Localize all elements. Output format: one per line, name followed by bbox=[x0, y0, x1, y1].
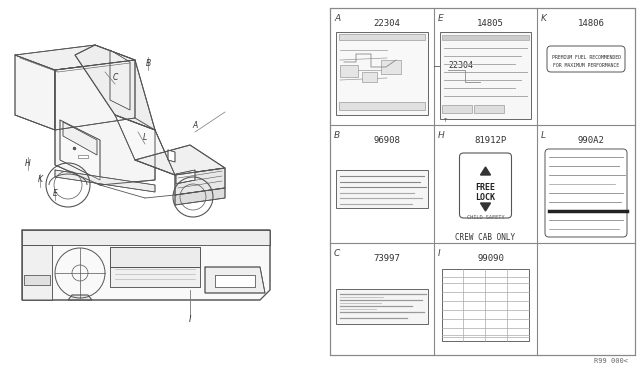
Text: R99 000<: R99 000< bbox=[594, 358, 628, 364]
Bar bbox=[440, 32, 531, 119]
Text: H: H bbox=[438, 131, 445, 140]
Text: C: C bbox=[334, 249, 340, 258]
Polygon shape bbox=[135, 145, 225, 175]
Bar bbox=[339, 102, 425, 110]
Text: LOCK: LOCK bbox=[476, 193, 495, 202]
Polygon shape bbox=[24, 275, 50, 285]
Text: E: E bbox=[438, 14, 444, 23]
Bar bbox=[474, 105, 504, 113]
Text: K: K bbox=[38, 176, 42, 185]
Bar bbox=[336, 32, 428, 115]
Bar bbox=[442, 269, 529, 341]
Bar bbox=[362, 72, 377, 82]
Bar bbox=[78, 155, 88, 158]
Text: 14806: 14806 bbox=[577, 19, 604, 28]
Bar bbox=[442, 105, 472, 113]
Text: E: E bbox=[52, 189, 58, 198]
Text: L: L bbox=[541, 131, 546, 140]
Polygon shape bbox=[176, 170, 195, 184]
Bar bbox=[336, 170, 428, 208]
Text: B: B bbox=[145, 58, 150, 67]
Polygon shape bbox=[60, 120, 100, 180]
FancyBboxPatch shape bbox=[460, 153, 511, 218]
Polygon shape bbox=[15, 55, 55, 130]
Text: C: C bbox=[112, 73, 118, 81]
Text: CHILD SAFETY: CHILD SAFETY bbox=[467, 215, 504, 220]
Polygon shape bbox=[481, 167, 490, 175]
Polygon shape bbox=[75, 45, 155, 130]
Polygon shape bbox=[68, 295, 92, 300]
Polygon shape bbox=[63, 122, 97, 155]
Text: A: A bbox=[334, 14, 340, 23]
Text: FOR MAXIMUM PERFORMANCE: FOR MAXIMUM PERFORMANCE bbox=[553, 63, 619, 68]
Polygon shape bbox=[175, 168, 225, 195]
Text: 96908: 96908 bbox=[374, 136, 401, 145]
Polygon shape bbox=[110, 50, 130, 110]
Polygon shape bbox=[110, 267, 200, 287]
Polygon shape bbox=[110, 247, 200, 267]
Bar bbox=[0, 0, 315, 215]
Bar bbox=[336, 289, 428, 324]
Text: 81912P: 81912P bbox=[474, 136, 507, 145]
FancyBboxPatch shape bbox=[547, 46, 625, 72]
Polygon shape bbox=[115, 115, 175, 175]
Text: 990A2: 990A2 bbox=[577, 136, 604, 145]
Polygon shape bbox=[55, 60, 135, 130]
Text: FREE: FREE bbox=[476, 183, 495, 192]
Polygon shape bbox=[22, 245, 52, 300]
Text: 99090: 99090 bbox=[477, 254, 504, 263]
Text: A: A bbox=[193, 121, 198, 129]
Text: B: B bbox=[334, 131, 340, 140]
Polygon shape bbox=[205, 267, 265, 293]
Text: K: K bbox=[541, 14, 547, 23]
Text: 73997: 73997 bbox=[374, 254, 401, 263]
Text: I: I bbox=[189, 315, 191, 324]
Bar bbox=[330, 8, 635, 355]
FancyBboxPatch shape bbox=[545, 149, 627, 237]
Text: H: H bbox=[25, 158, 31, 167]
Bar bbox=[381, 60, 401, 74]
Text: I: I bbox=[438, 249, 440, 258]
Polygon shape bbox=[481, 203, 490, 211]
Polygon shape bbox=[55, 60, 155, 185]
Text: 22304: 22304 bbox=[448, 61, 473, 71]
Text: T: T bbox=[444, 118, 447, 123]
Bar bbox=[339, 34, 425, 40]
Text: PREMIUM FUEL RECOMMENDED: PREMIUM FUEL RECOMMENDED bbox=[552, 55, 621, 60]
Text: L: L bbox=[143, 132, 147, 141]
Polygon shape bbox=[22, 230, 270, 245]
Text: 14805: 14805 bbox=[477, 19, 504, 28]
Text: 22304: 22304 bbox=[374, 19, 401, 28]
Text: CREW CAB ONLY: CREW CAB ONLY bbox=[456, 233, 516, 242]
Polygon shape bbox=[175, 188, 225, 205]
Polygon shape bbox=[215, 275, 255, 287]
Bar bbox=[340, 65, 358, 77]
Polygon shape bbox=[55, 170, 155, 192]
Polygon shape bbox=[168, 150, 175, 162]
Polygon shape bbox=[15, 45, 135, 70]
Bar bbox=[442, 35, 529, 40]
Polygon shape bbox=[22, 230, 270, 300]
